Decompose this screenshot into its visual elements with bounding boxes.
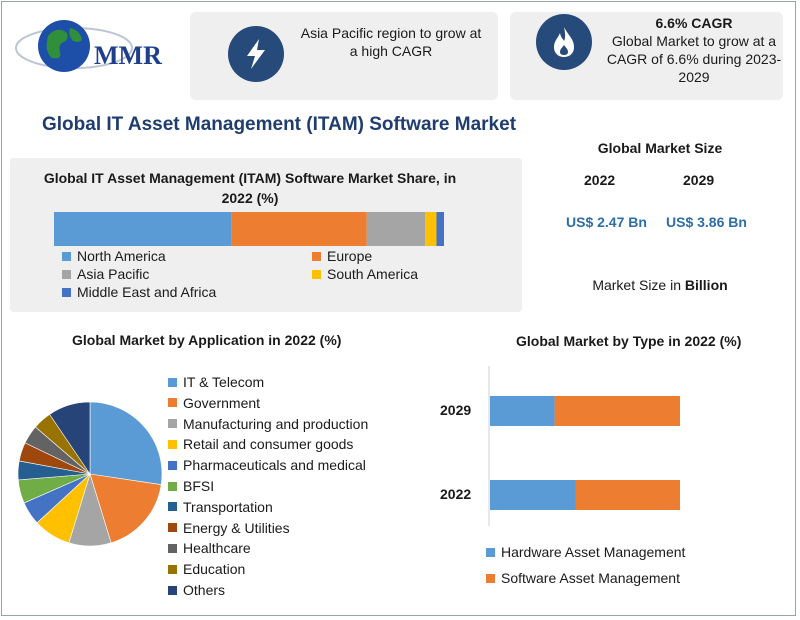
legend-mea: Middle East and Africa — [62, 284, 216, 300]
mmr-logo: MMR — [15, 20, 162, 72]
legend-south-america: South America — [312, 266, 418, 282]
legend-swatch — [312, 251, 321, 261]
type-bar-2022-software — [575, 480, 680, 510]
legend-label: Healthcare — [183, 540, 251, 557]
legend-label: Transportation — [183, 498, 273, 515]
legend-label: BFSI — [183, 478, 215, 494]
legend-swatch — [312, 269, 321, 279]
share-bar-asia-pacific — [366, 212, 426, 246]
regional-share-title: Global IT Asset Management (ITAM) Softwa… — [43, 170, 457, 206]
legend-label: IT & Telecom — [183, 374, 265, 390]
application-legend-item: Healthcare — [168, 540, 251, 556]
legend-swatch — [486, 547, 495, 557]
type-label-2029: 2029 — [440, 402, 472, 418]
application-legend-item: IT & Telecom — [168, 374, 264, 390]
card1-text: Asia Pacific region to grow at a high CA… — [300, 25, 482, 59]
legend-swatch — [168, 439, 177, 449]
pie-slice-others — [49, 401, 91, 475]
legend-label: Energy & Utilities — [183, 519, 290, 536]
share-bar-middle-east-and-africa — [436, 212, 444, 246]
type-label-2022: 2022 — [440, 486, 472, 502]
lightning-icon — [228, 26, 284, 82]
legend-label: Retail and consumer goods — [183, 436, 354, 453]
legend-swatch — [168, 502, 177, 512]
legend-label: Government — [183, 394, 261, 411]
flame-icon — [536, 14, 592, 70]
cagr-heading: 6.6% CAGR — [655, 15, 733, 31]
legend-swatch — [168, 564, 177, 574]
application-chart-title: Global Market by Application in 2022 (%) — [72, 332, 342, 348]
market-size-title: Global Market Size — [597, 140, 723, 156]
legend-swatch — [486, 573, 495, 583]
legend-swatch — [168, 419, 177, 429]
share-bar-europe — [231, 212, 367, 246]
application-legend-item: Energy & Utilities — [168, 520, 290, 536]
application-legend-item: Transportation — [168, 499, 273, 515]
pie-slice-it-telecom — [89, 401, 163, 486]
market-size-unit: Market Size in Billion — [592, 277, 728, 293]
market-size-year-2029: 2029 — [683, 172, 715, 188]
legend-swatch — [62, 251, 71, 261]
legend-hardware: Hardware Asset Management — [486, 544, 685, 560]
pie-slice-government — [89, 473, 162, 544]
type-bar-2029-software — [554, 396, 680, 426]
application-legend-item: Retail and consumer goods — [168, 436, 353, 452]
legend-swatch — [168, 585, 177, 595]
legend-europe: Europe — [312, 248, 372, 264]
type-bar-2029-hardware — [490, 396, 555, 426]
share-bar-south-america — [425, 212, 437, 246]
legend-swatch — [62, 287, 71, 297]
type-bar-2022-hardware — [490, 480, 576, 510]
application-legend-item: Education — [168, 561, 245, 577]
card2-text: Global Market to grow at a CAGR of 6.6% … — [606, 33, 782, 85]
legend-swatch — [168, 481, 177, 491]
type-bar-chart — [488, 366, 680, 526]
share-bar-north-america — [54, 212, 232, 246]
market-size-value-2022: US$ 2.47 Bn — [566, 214, 647, 230]
logo-text: MMR — [94, 41, 162, 70]
market-size-year-2022: 2022 — [584, 172, 616, 188]
type-chart-title: Global Market by Type in 2022 (%) — [516, 333, 742, 349]
application-pie-chart — [17, 401, 163, 547]
legend-swatch — [168, 460, 177, 470]
application-legend-item: Pharmaceuticals and medical — [168, 457, 366, 473]
application-legend-item: Government — [168, 395, 260, 411]
legend-swatch — [168, 398, 177, 408]
legend-label: Manufacturing and production — [183, 415, 369, 432]
legend-swatch — [168, 377, 177, 387]
page-title: Global IT Asset Management (ITAM) Softwa… — [42, 114, 517, 135]
legend-software: Software Asset Management — [486, 570, 680, 586]
legend-label: Pharmaceuticals and medical — [183, 457, 366, 474]
legend-label: Others — [183, 582, 226, 598]
legend-swatch — [168, 543, 177, 553]
legend-label: Education — [183, 561, 246, 578]
legend-north-america: North America — [62, 248, 166, 264]
market-size-value-2029: US$ 3.86 Bn — [666, 214, 747, 230]
application-legend-item: Others — [168, 582, 225, 598]
regional-share-bar — [54, 212, 444, 246]
legend-asia-pacific: Asia Pacific — [62, 266, 149, 282]
legend-swatch — [168, 523, 177, 533]
legend-swatch — [62, 269, 71, 279]
application-legend-item: Manufacturing and production — [168, 416, 368, 432]
application-legend-item: BFSI — [168, 478, 214, 494]
